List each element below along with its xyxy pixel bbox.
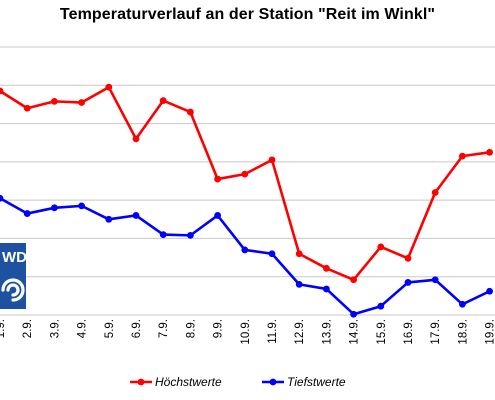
data-point [78,99,85,106]
grid-layer [0,46,495,316]
x-tick-label: 16.9. [403,319,415,345]
series-layer [0,83,493,318]
legend-label: Tiefstwerte [287,375,346,389]
legend-marker [137,378,145,386]
data-point [0,194,4,202]
legend: Höchstwerte Tiefstwerte [130,375,346,389]
data-point [268,250,276,258]
x-tick-label: 4.9. [77,319,89,338]
data-point [132,135,140,143]
data-point [404,279,412,286]
chart-title: Temperaturverlauf an der Station "Reit i… [59,6,436,23]
data-point [459,152,466,160]
x-tick-label: 8.9. [185,319,197,338]
x-tick-label: 2.9. [22,319,34,338]
data-point [187,231,194,239]
data-point [159,231,167,239]
data-point [241,246,249,254]
data-point [23,104,31,112]
x-tick-label: 1.9. [0,319,7,338]
x-tick-label: 17.9. [430,319,442,345]
dwd-logo: WD [0,243,27,309]
series-line-1 [0,197,491,316]
x-tick-label: 13.9. [321,319,333,345]
data-point [295,280,303,288]
data-point [23,210,31,217]
data-point [214,175,222,183]
data-point [78,202,85,210]
dwd-swirl-icon [1,278,25,302]
x-tick-label: 14.9. [349,319,361,345]
legend-label: Höchstwerte [155,375,222,389]
logo-text: WD [2,249,27,266]
data-point [323,285,330,293]
data-point [51,97,58,105]
x-tick-label: 9.9. [213,319,225,338]
x-tick-label: 15.9. [376,319,388,345]
data-point [431,189,439,196]
data-point [159,97,167,104]
logo-box [0,243,26,309]
data-point [323,264,330,272]
data-point [214,212,222,219]
data-point [105,215,113,223]
data-point [377,243,385,251]
x-tick-label: 11.9. [267,319,279,344]
data-point [241,170,249,178]
data-point [132,212,140,219]
x-tick-label: 6.9. [131,319,143,338]
data-point [459,300,466,308]
x-tick-label: 10.9. [240,319,252,345]
data-point [187,108,194,116]
data-point [350,310,357,318]
data-point [377,302,385,310]
data-point [404,254,412,262]
x-tick-label: 7.9. [158,319,170,338]
x-tick-label: 18.9. [457,319,469,345]
data-point [51,204,58,212]
data-point [486,148,493,156]
x-tick-label: 19.9. [485,319,495,345]
x-tick-label: 3.9. [49,319,61,338]
data-point [105,83,113,91]
data-point [0,87,4,95]
data-point [295,250,303,258]
data-point [431,276,439,284]
x-tick-label: 5.9. [104,319,116,338]
data-point [268,156,276,164]
x-tick-label: 12.9. [294,319,306,345]
legend-marker [269,378,277,386]
data-point [350,276,357,284]
x-tick-labels: 1.9. 2.9. 3.9. 4.9. 5.9. 6.9. 7.9. 8.9. 9.9. 10.9… [0,319,495,345]
data-point [486,287,493,295]
